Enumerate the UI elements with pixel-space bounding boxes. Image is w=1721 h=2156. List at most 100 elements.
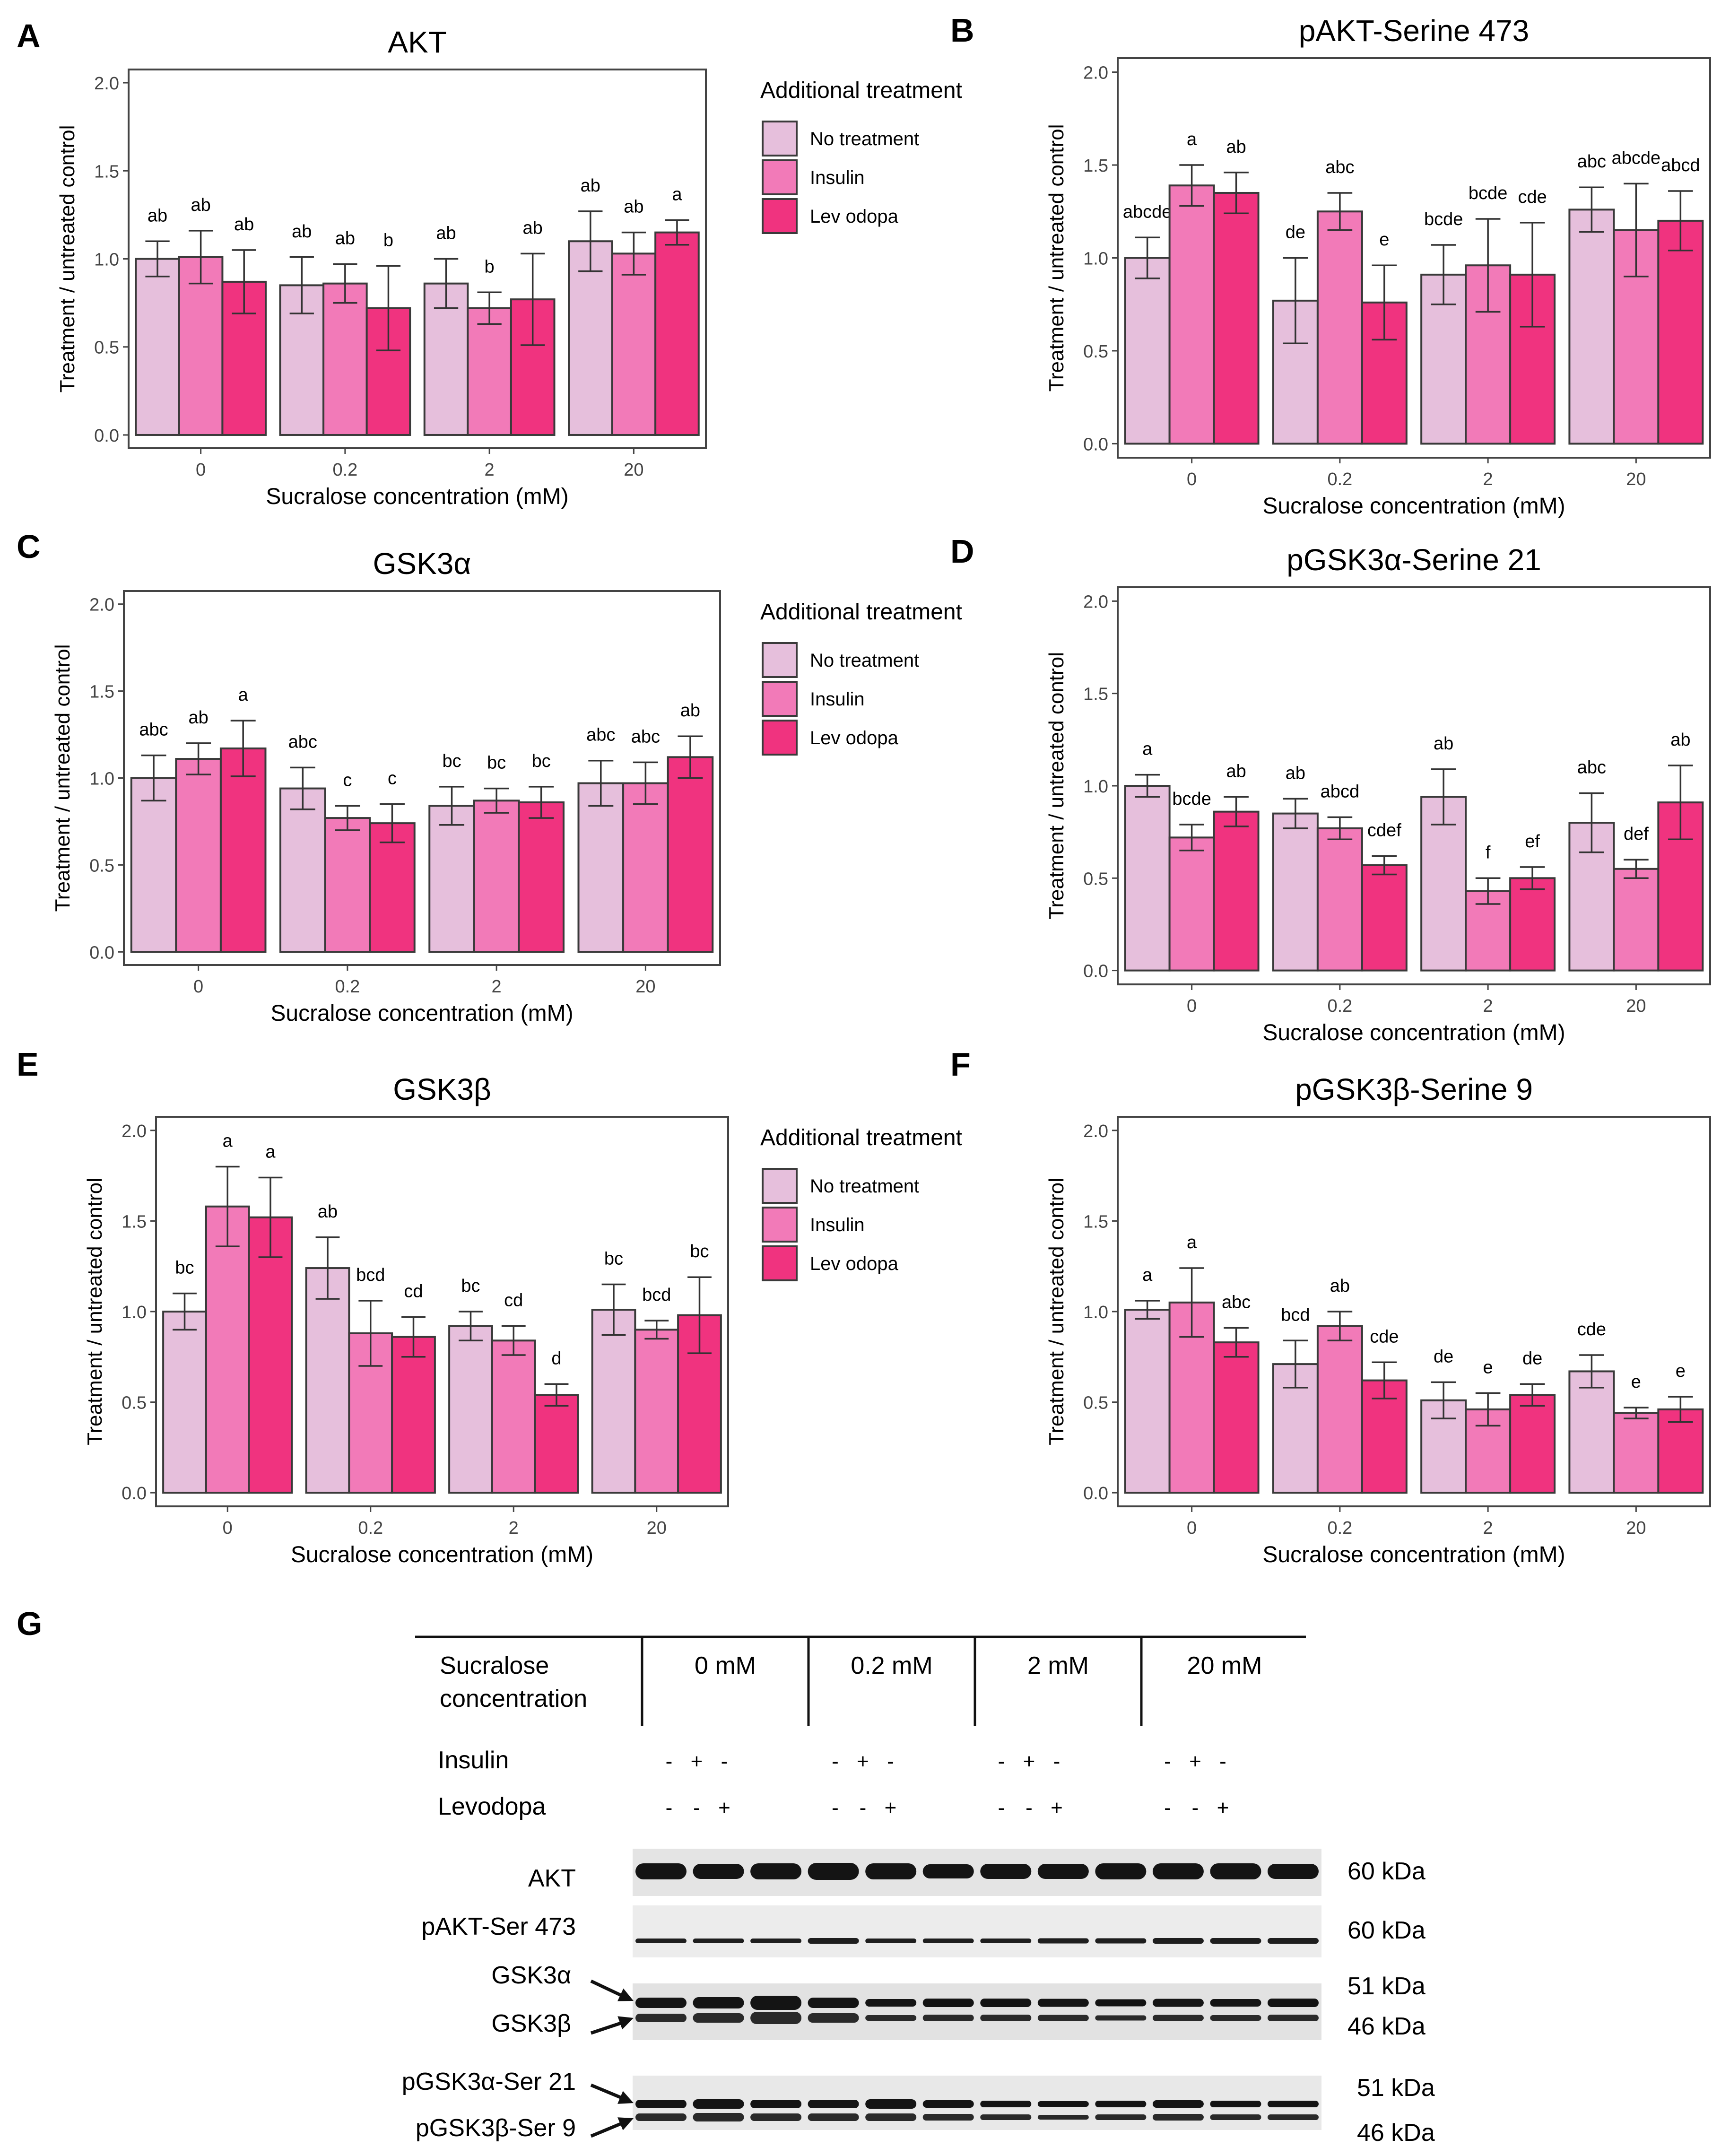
blot-band [865, 1863, 917, 1879]
blot-band [693, 1939, 744, 1943]
treatment-sign: + [1023, 1750, 1035, 1773]
significance-letter: ab [1670, 730, 1690, 750]
blot-band [922, 2114, 974, 2121]
significance-letter: f [1486, 843, 1491, 862]
significance-letter: ef [1525, 832, 1540, 852]
y-tick-label: 1.0 [1083, 249, 1108, 269]
legend-label: No treatment [810, 650, 919, 671]
blot-band [980, 1864, 1032, 1879]
bar [1613, 1412, 1660, 1494]
blot-band [865, 2015, 917, 2021]
blot-band [750, 1996, 802, 2010]
significance-letter: c [388, 769, 397, 789]
bar [518, 801, 565, 953]
y-tick-label: 1.0 [94, 250, 119, 270]
treatment-label: Insulin [438, 1747, 509, 1774]
blot-strip [633, 1905, 1321, 1957]
panel-letter: E [17, 1046, 39, 1083]
x-tick-label: 0 [223, 1518, 233, 1538]
blot-band [1095, 1999, 1147, 2007]
blot-band [693, 1997, 744, 2008]
blot-band [922, 1939, 974, 1943]
bar [175, 758, 222, 953]
blot-band [1037, 1999, 1089, 2007]
y-tick-label: 0.0 [1083, 962, 1108, 982]
bar [1509, 1394, 1556, 1494]
y-tick-label: 2.0 [122, 1121, 147, 1141]
bar [135, 258, 180, 436]
panel-letter: C [17, 528, 41, 565]
blot-band [808, 1938, 859, 1944]
panel-c: C GSK3α 0.0 0.5 1.0 1.5 2.0 Treatment / untreat… [17, 528, 962, 1026]
band-kda: 51 kDa [1347, 1973, 1425, 2000]
bar [1509, 877, 1556, 972]
bar [1316, 210, 1363, 445]
y-tick-label: 0.0 [94, 426, 119, 446]
legend: Additional treatment No treatment Insulin L… [760, 600, 962, 756]
bar [1657, 1408, 1704, 1494]
blot-band [750, 2113, 802, 2121]
bar [622, 782, 669, 953]
y-tick-label: 0.0 [1083, 1484, 1108, 1504]
band-arrow-icon [590, 2117, 634, 2138]
significance-letter: bc [532, 751, 551, 771]
y-tick-label: 0.5 [89, 856, 114, 876]
blot-strip [633, 2076, 1321, 2130]
treatment-sign: + [1189, 1750, 1201, 1773]
significance-letter: a [1142, 1265, 1153, 1285]
blot-band [980, 2015, 1032, 2021]
y-tick-label: 0.5 [1083, 342, 1108, 362]
y-tick-label: 0.0 [1083, 435, 1108, 454]
x-tick-label: 20 [635, 977, 655, 997]
significance-letter: bc [461, 1276, 480, 1296]
significance-letter: c [343, 770, 352, 790]
legend-label: Lev odopa [810, 728, 899, 748]
blot-band [1152, 1999, 1204, 2007]
y-tick-label: 1.5 [1083, 1212, 1108, 1232]
chart-title: pGSK3β-Serine 9 [1295, 1072, 1533, 1106]
bar [1316, 827, 1363, 972]
bar [467, 307, 512, 436]
blot-band [1268, 2114, 1319, 2120]
x-tick-label: 20 [624, 460, 643, 480]
bar [1568, 209, 1615, 445]
legend-title: Additional treatment [760, 78, 962, 103]
band-kda: 60 kDa [1347, 1858, 1425, 1885]
blot-band [980, 1999, 1032, 2007]
blot-band [922, 1864, 974, 1878]
header-label-line-2: concentration [440, 1685, 587, 1713]
blot-band [1037, 1938, 1089, 1944]
blot-band [693, 1864, 744, 1879]
significance-letter: de [1286, 223, 1305, 243]
significance-letter: de [1522, 1348, 1542, 1368]
y-tick-label: 0.5 [94, 338, 119, 358]
x-tick-label: 0.2 [358, 1518, 383, 1538]
legend-label: Insulin [810, 1215, 865, 1235]
bar [1465, 264, 1512, 445]
blot-band [1095, 2015, 1147, 2021]
blot-band [693, 2099, 744, 2109]
y-tick-label: 1.5 [122, 1212, 147, 1232]
significance-letter: a [1142, 739, 1153, 759]
bar [1568, 1370, 1615, 1494]
blot-band [693, 2113, 744, 2121]
bar [591, 1309, 636, 1494]
x-tick-label: 0.2 [1327, 469, 1352, 489]
blot-band [1152, 1938, 1204, 1944]
legend-label: Lev odopa [810, 206, 899, 227]
legend: Additional treatment No treatment Insulin L… [760, 1125, 962, 1281]
significance-letter: de [1434, 1347, 1453, 1366]
band-arrow-icon [590, 2016, 634, 2035]
x-axis-label: Sucralose concentration (mM) [1262, 1020, 1565, 1045]
legend: Additional treatment No treatment Insulin L… [760, 78, 962, 234]
band-arrow-icon [590, 2083, 634, 2104]
blot-band [635, 2100, 687, 2108]
significance-letter: ab [148, 206, 167, 226]
legend-label: Insulin [810, 167, 865, 188]
significance-letter: abc [1577, 758, 1606, 778]
bar [1213, 191, 1260, 445]
y-tick-label: 0.0 [122, 1484, 147, 1504]
panel-letter: A [17, 17, 41, 54]
bar [1168, 184, 1215, 445]
